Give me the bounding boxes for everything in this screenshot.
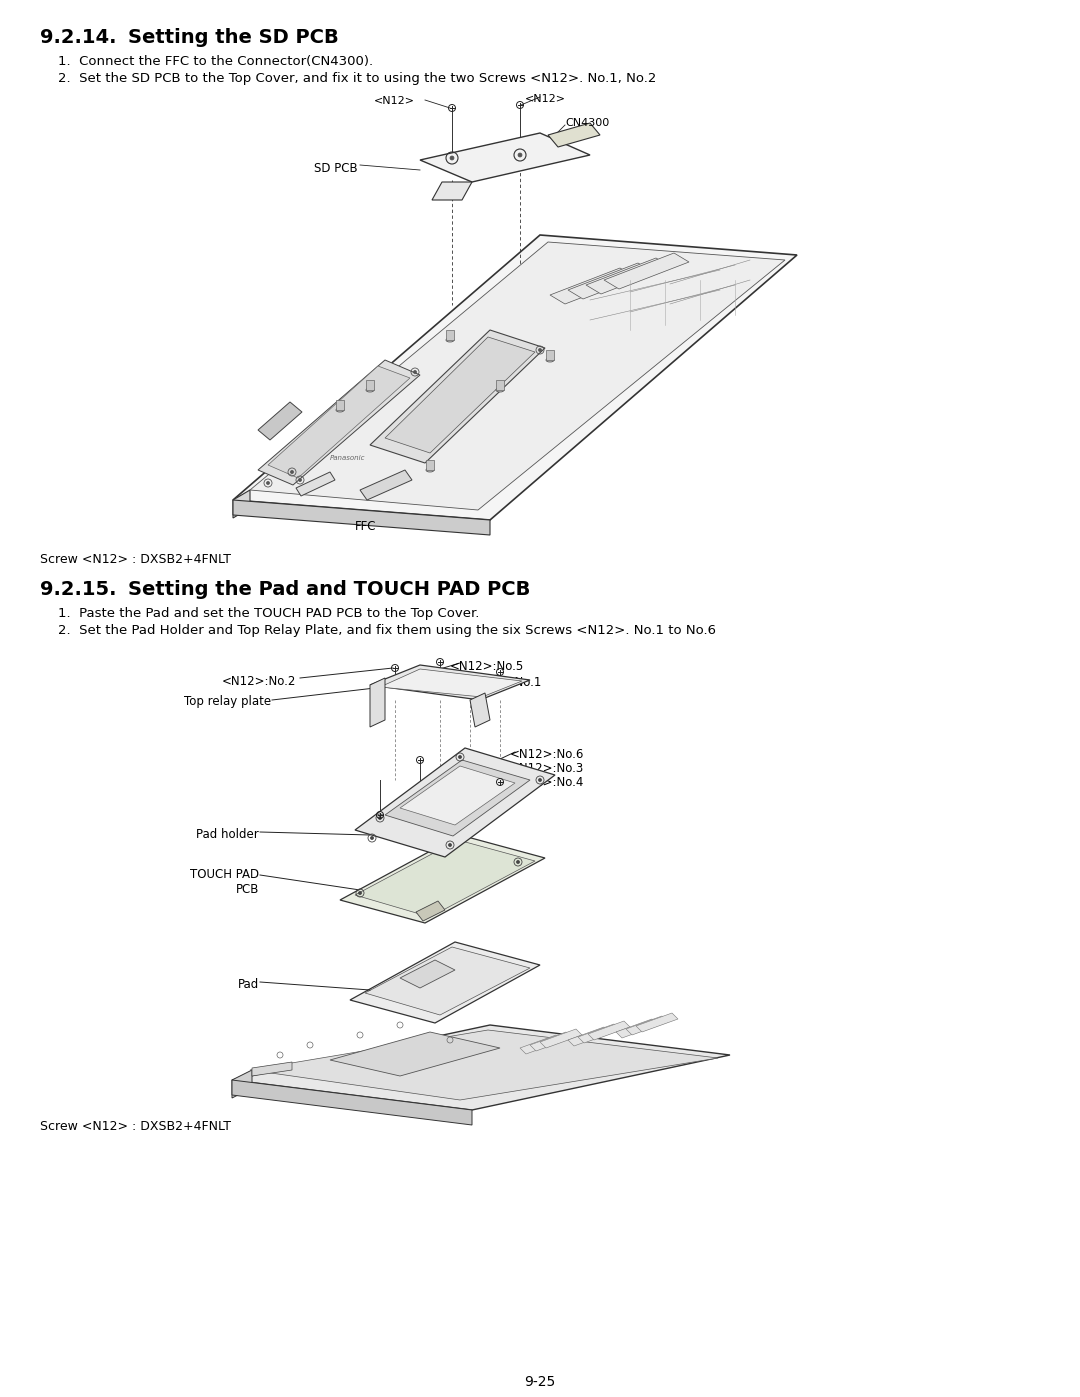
Polygon shape — [370, 665, 530, 700]
Polygon shape — [496, 380, 504, 390]
Polygon shape — [232, 1025, 730, 1111]
Ellipse shape — [496, 388, 504, 393]
Polygon shape — [550, 268, 635, 305]
Polygon shape — [578, 1024, 620, 1044]
Text: <N12>:No.5: <N12>:No.5 — [450, 659, 524, 673]
Polygon shape — [258, 402, 302, 440]
Polygon shape — [432, 182, 472, 200]
Text: TOUCH PAD
PCB: TOUCH PAD PCB — [190, 868, 259, 895]
Circle shape — [370, 837, 374, 840]
Ellipse shape — [546, 358, 554, 362]
Circle shape — [359, 891, 361, 894]
Circle shape — [267, 482, 269, 485]
Polygon shape — [604, 253, 689, 289]
Circle shape — [379, 817, 381, 819]
Polygon shape — [586, 258, 671, 293]
Polygon shape — [384, 760, 530, 835]
Polygon shape — [400, 766, 515, 826]
Text: <N12>:No.6: <N12>:No.6 — [510, 747, 584, 761]
Text: CN4300: CN4300 — [565, 117, 609, 129]
Polygon shape — [340, 835, 545, 923]
Polygon shape — [519, 1035, 562, 1053]
Polygon shape — [384, 337, 535, 453]
Circle shape — [449, 844, 451, 847]
Polygon shape — [470, 693, 490, 726]
Polygon shape — [568, 1027, 610, 1046]
Polygon shape — [268, 366, 410, 478]
Text: <N12>: <N12> — [525, 94, 566, 103]
Polygon shape — [350, 942, 540, 1023]
Polygon shape — [249, 242, 785, 510]
Polygon shape — [360, 469, 411, 500]
Polygon shape — [296, 472, 335, 496]
Text: 1.  Paste the Pad and set the TOUCH PAD PCB to the Top Cover.: 1. Paste the Pad and set the TOUCH PAD P… — [58, 608, 480, 620]
Polygon shape — [258, 360, 420, 485]
Circle shape — [539, 778, 541, 781]
Ellipse shape — [426, 468, 434, 472]
Polygon shape — [365, 947, 530, 1016]
Circle shape — [539, 349, 541, 351]
Polygon shape — [416, 901, 445, 921]
Circle shape — [450, 156, 454, 161]
Text: Screw <N12> : DXSB2+4FNLT: Screw <N12> : DXSB2+4FNLT — [40, 1120, 231, 1133]
Polygon shape — [355, 747, 555, 856]
Circle shape — [517, 861, 519, 863]
Text: Pad: Pad — [238, 978, 259, 990]
Polygon shape — [233, 490, 249, 518]
Polygon shape — [330, 1032, 500, 1076]
Polygon shape — [370, 678, 384, 726]
Polygon shape — [626, 1016, 669, 1035]
Polygon shape — [530, 1032, 572, 1051]
Text: Panasonic: Panasonic — [330, 455, 365, 461]
Text: <N12>:No.1: <N12>:No.1 — [468, 676, 542, 689]
Ellipse shape — [446, 338, 454, 342]
Text: 2.  Set the SD PCB to the Top Cover, and fix it to using the two Screws <N12>. N: 2. Set the SD PCB to the Top Cover, and … — [58, 73, 657, 85]
Text: <N12>:No.2: <N12>:No.2 — [221, 675, 296, 687]
Text: Setting the Pad and TOUCH PAD PCB: Setting the Pad and TOUCH PAD PCB — [129, 580, 530, 599]
Text: <N12>:No.4: <N12>:No.4 — [510, 775, 584, 789]
Circle shape — [291, 471, 293, 474]
Polygon shape — [588, 1021, 630, 1039]
Polygon shape — [380, 669, 522, 697]
Polygon shape — [233, 500, 490, 535]
Polygon shape — [548, 123, 600, 147]
Text: 9-25: 9-25 — [525, 1375, 555, 1389]
Polygon shape — [232, 1070, 252, 1098]
Polygon shape — [636, 1013, 678, 1032]
Text: <N12>: <N12> — [374, 96, 415, 106]
Text: <N12>:No.3: <N12>:No.3 — [510, 761, 584, 775]
Ellipse shape — [366, 388, 374, 393]
Text: SD PCB: SD PCB — [314, 162, 357, 175]
Polygon shape — [568, 263, 653, 299]
Polygon shape — [370, 330, 545, 462]
Polygon shape — [426, 460, 434, 469]
Polygon shape — [232, 1080, 472, 1125]
Polygon shape — [540, 1030, 582, 1048]
Text: FFC: FFC — [355, 520, 377, 534]
Circle shape — [459, 756, 461, 759]
Ellipse shape — [336, 408, 345, 412]
Circle shape — [299, 479, 301, 481]
Text: 2.  Set the Pad Holder and Top Relay Plate, and fix them using the six Screws <N: 2. Set the Pad Holder and Top Relay Plat… — [58, 624, 716, 637]
Polygon shape — [233, 235, 797, 520]
Polygon shape — [400, 960, 455, 988]
Polygon shape — [249, 1030, 718, 1099]
Circle shape — [518, 154, 522, 156]
Text: 9.2.14.: 9.2.14. — [40, 28, 117, 47]
Polygon shape — [366, 380, 374, 390]
Text: 9.2.15.: 9.2.15. — [40, 580, 117, 599]
Polygon shape — [616, 1018, 658, 1038]
Polygon shape — [546, 351, 554, 360]
Text: Top relay plate: Top relay plate — [184, 694, 271, 708]
Polygon shape — [355, 840, 535, 916]
Text: Pad holder: Pad holder — [197, 828, 259, 841]
Text: 1.  Connect the FFC to the Connector(CN4300).: 1. Connect the FFC to the Connector(CN43… — [58, 54, 373, 68]
Polygon shape — [420, 133, 590, 182]
Text: Screw <N12> : DXSB2+4FNLT: Screw <N12> : DXSB2+4FNLT — [40, 553, 231, 566]
Text: Setting the SD PCB: Setting the SD PCB — [129, 28, 339, 47]
Polygon shape — [252, 1062, 292, 1076]
Polygon shape — [336, 400, 345, 409]
Polygon shape — [446, 330, 454, 339]
Circle shape — [414, 370, 416, 373]
